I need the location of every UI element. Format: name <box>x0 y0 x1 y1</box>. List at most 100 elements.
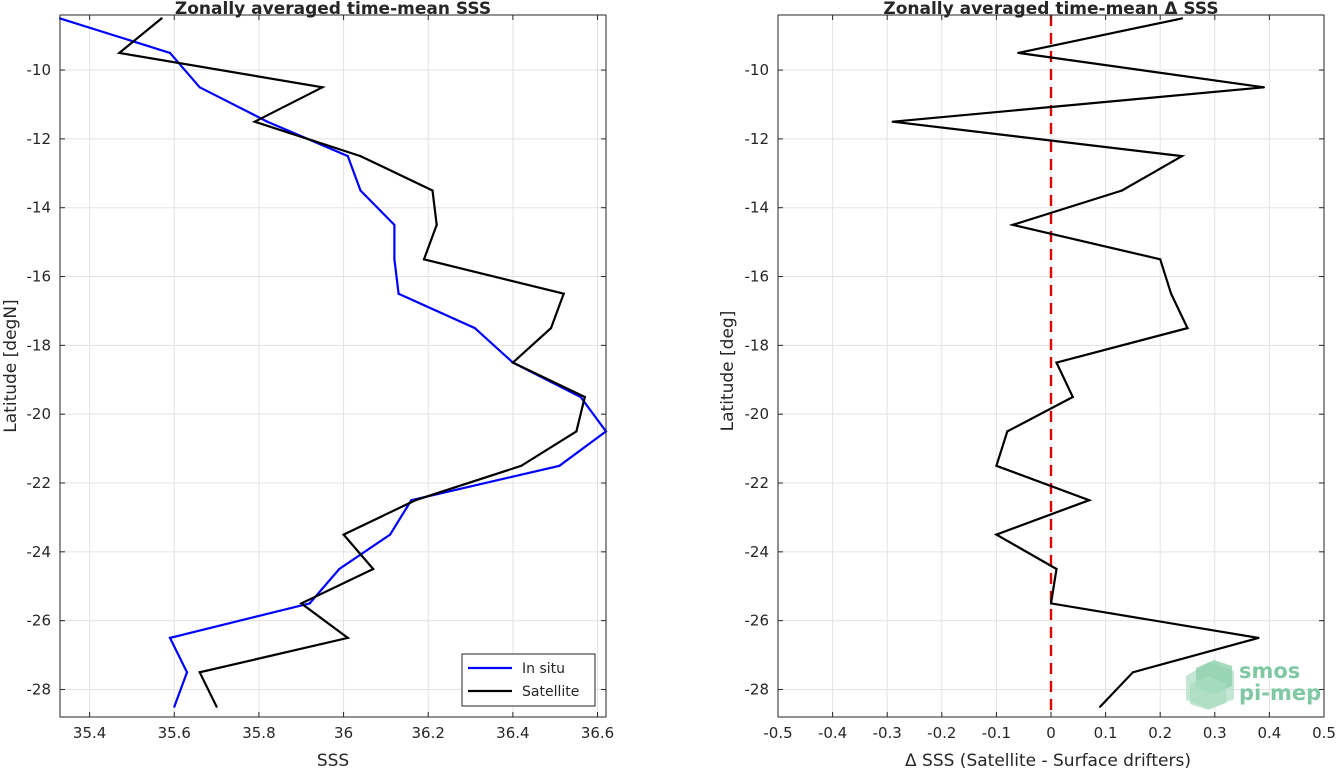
chart-right-data-point-delta-sss <box>891 120 894 123</box>
chart-right-data-point-delta-sss <box>995 464 998 467</box>
chart-left-grid <box>60 15 606 717</box>
chart-right-x-tick-label: -0.4 <box>818 724 847 742</box>
chart-right-x-axis-label: Δ SSS (Satellite - Surface drifters) <box>905 751 1191 769</box>
chart-right-x-tick-label: 0.5 <box>1312 724 1336 742</box>
chart-right-data-point-delta-sss <box>1049 602 1053 605</box>
chart-left-data-point-in-situ <box>338 567 341 571</box>
chart-left-data-point-satellite <box>253 120 256 123</box>
chart-right-x-tick-label: 0 <box>1046 724 1056 742</box>
chart-right-data-point-delta-sss <box>1099 705 1102 708</box>
chart-right-data-point-delta-sss <box>995 533 998 536</box>
chart-left-y-tick-label: -22 <box>27 474 52 492</box>
chart-left-data-point-satellite <box>300 602 303 605</box>
chart-left-data-point-satellite <box>575 430 578 433</box>
chart-left-data-point-in-situ <box>397 292 400 295</box>
chart-left-x-axis-label: SSS <box>317 751 349 769</box>
chart-left-x-tick-label: 35.4 <box>73 724 106 742</box>
chart-left-y-tick-label: -14 <box>27 199 52 217</box>
chart-right-y-axis-label: Latitude [deg] <box>718 311 738 432</box>
chart-right-x-tick-label: -0.5 <box>763 724 792 742</box>
chart-right-data-point-delta-sss <box>1159 258 1162 261</box>
chart-left-data-point-satellite <box>342 533 345 536</box>
chart-left-y-tick-label: -12 <box>27 130 52 148</box>
chart-right-data-point-delta-sss <box>1186 327 1189 330</box>
chart-left-x-tick-label: 36.2 <box>412 724 445 742</box>
chart-left-title: Zonally averaged time-mean SSS <box>175 0 491 19</box>
chart-left-data-point-in-situ <box>168 51 172 55</box>
chart-left-legend: In situ Satellite <box>461 653 596 707</box>
chart-left-data-point-satellite <box>346 636 349 640</box>
chart-left-data-point-in-situ <box>173 705 176 708</box>
chart-left-data-point-satellite <box>520 464 523 467</box>
chart-right-data-point-delta-sss <box>1131 671 1134 674</box>
chart-right-x-tick-label: 0.2 <box>1148 724 1172 742</box>
chart-right-ticks: -0.5 -0.4 -0.3 -0.2 -0.1 0 0.1 0.2 0.3 0.4 0.5 -10 -… <box>745 15 1336 742</box>
chart-right-data-point-delta-sss <box>1257 636 1260 640</box>
chart-right-data-point-delta-sss <box>1011 223 1014 226</box>
chart-left-data-point-in-situ <box>393 223 396 226</box>
chart-left-data-point-in-situ <box>473 327 476 330</box>
logo-mark-icon <box>1186 660 1234 710</box>
chart-left-x-tick-label: 36.4 <box>496 724 529 742</box>
chart-left-data-point-satellite <box>511 361 514 364</box>
chart-left-data-point-satellite <box>359 155 362 158</box>
chart-right-data-point-delta-sss <box>1006 430 1009 433</box>
chart-left-y-tick-label: -16 <box>27 268 52 286</box>
legend-label-in-situ: In situ <box>522 661 565 677</box>
chart-left-data-point-in-situ <box>389 533 392 536</box>
chart-right-y-tick-label: -12 <box>745 130 770 148</box>
chart-right-title: Zonally averaged time-mean Δ SSS <box>883 0 1218 19</box>
chart-left-x-tick-label: 36.6 <box>581 724 614 742</box>
chart-left-y-tick-label: -10 <box>27 61 52 79</box>
chart-right-y-tick-label: -20 <box>745 405 770 423</box>
chart-right-y-tick-label: -24 <box>745 543 770 561</box>
chart-left-data-point-in-situ <box>308 602 311 605</box>
chart-right-data-point-delta-sss <box>1262 86 1265 89</box>
chart-left-data-point-satellite <box>372 567 375 571</box>
chart-left-data-point-satellite <box>583 395 586 399</box>
logo-text-smos: smos <box>1239 659 1300 683</box>
chart-left-data-point-satellite <box>549 327 553 330</box>
chart-right: -0.5 -0.4 -0.3 -0.2 -0.1 0 0.1 0.2 0.3 0.4 0.5 -10 -… <box>718 0 1336 771</box>
chart-left-y-axis-label: Latitude [degN] <box>1 299 21 432</box>
chart-left-data-point-satellite <box>422 258 426 261</box>
chart-right-y-tick-label: -10 <box>745 61 770 79</box>
smos-pi-mep-logo: smos pi-mep <box>1186 659 1321 710</box>
chart-left-data-point-in-situ <box>393 258 396 261</box>
chart-right-data-point-delta-sss <box>1170 292 1173 295</box>
chart-left-x-tick-label: 35.6 <box>158 724 191 742</box>
chart-left-data-point-satellite <box>215 705 218 708</box>
chart-right-x-tick-label: 0.1 <box>1094 724 1118 742</box>
chart-left-data-point-in-situ <box>359 189 362 192</box>
chart-left-data-point-in-situ <box>198 86 201 89</box>
chart-right-data-point-delta-sss <box>1055 567 1058 571</box>
logo-text-pi-mep: pi-mep <box>1239 681 1321 705</box>
chart-left-data-point-satellite <box>160 17 163 20</box>
chart-left-data-point-in-situ <box>346 155 349 158</box>
chart-right-x-tick-label: 0.4 <box>1257 724 1281 742</box>
chart-left-data-point-satellite <box>435 223 438 226</box>
chart-right-data-point-delta-sss <box>1071 395 1074 399</box>
chart-left-data-point-satellite <box>431 189 434 192</box>
chart-right-x-tick-label: -0.3 <box>873 724 902 742</box>
chart-left-data-point-in-situ <box>185 671 189 674</box>
chart-left-data-point-in-situ <box>168 636 172 640</box>
legend-box <box>461 653 596 707</box>
chart-left-frame <box>59 14 607 718</box>
chart-left-data-point-in-situ <box>266 120 269 123</box>
chart-right-y-tick-label: -22 <box>745 474 770 492</box>
chart-left-ticks: 35.4 35.6 35.8 36 36.2 36.4 36.6 -10 -12 -14 -16 -1… <box>27 15 614 742</box>
chart-left-data-point-satellite <box>321 86 324 89</box>
chart-left-y-tick-label: -20 <box>27 405 52 423</box>
chart-left-y-tick-label: -24 <box>27 543 52 561</box>
chart-left-y-tick-label: -18 <box>27 336 52 354</box>
chart-right-data-point-delta-sss <box>1180 17 1184 20</box>
chart-left-y-tick-label: -26 <box>27 612 52 630</box>
chart-left-data-point-satellite <box>198 671 201 674</box>
chart-right-series <box>891 17 1265 708</box>
chart-left: 35.4 35.6 35.8 36 36.2 36.4 36.6 -10 -12 -14 -16 -1… <box>1 0 614 771</box>
chart-right-data-point-delta-sss <box>1120 189 1124 192</box>
legend-label-satellite: Satellite <box>522 684 579 700</box>
